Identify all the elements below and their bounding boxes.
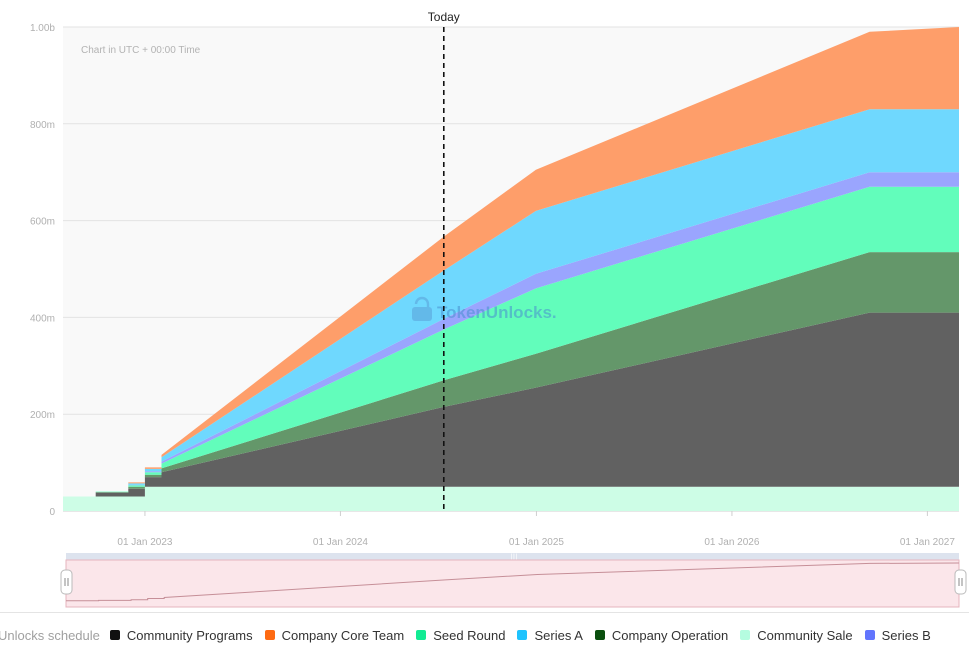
x-axis: 01 Jan 2023 01 Jan 2024 01 Jan 2025 01 Jan … <box>117 511 955 548</box>
navigator-selection[interactable] <box>65 559 960 608</box>
legend-item-community-sale[interactable]: Community Sale <box>740 627 853 643</box>
stacked-areas[interactable] <box>63 27 959 511</box>
legend-item-series-b[interactable]: Series B <box>864 627 931 643</box>
area-seed-round[interactable] <box>63 186 959 497</box>
legend-label: Company Core Team <box>281 627 405 643</box>
legend-label: Series A <box>534 627 583 643</box>
legend-swatch <box>109 630 120 640</box>
x-tick-label: 01 Jan 2024 <box>313 537 368 548</box>
area-company-operation[interactable] <box>63 252 959 497</box>
x-tick-label: 01 Jan 2026 <box>704 537 759 548</box>
legend-title: Unlocks schedule <box>0 627 100 643</box>
legend-item-seed-round[interactable]: Seed Round <box>416 628 505 643</box>
lock-icon <box>412 296 432 321</box>
legend-item-series-a[interactable]: Series A <box>517 627 583 643</box>
legend-item-company-operation[interactable]: Company Operation <box>594 627 729 643</box>
legend-label: Seed Round <box>433 627 506 643</box>
navigator-right-handle[interactable] <box>954 569 967 595</box>
legend-swatch <box>864 630 875 640</box>
area-community-sale[interactable] <box>63 486 959 511</box>
y-tick-label: 0 <box>49 507 55 518</box>
watermark-text: TokenUnlocks. <box>437 303 557 322</box>
legend-label: Community Sale <box>757 627 853 643</box>
legend-item-community-programs[interactable]: Community Programs <box>109 627 253 643</box>
x-tick-label: 01 Jan 2023 <box>117 537 172 548</box>
legend-item-company-core-team[interactable]: Company Core Team <box>264 627 405 643</box>
navigator-left-handle[interactable] <box>60 569 73 595</box>
y-tick-label: 800m <box>30 120 55 131</box>
x-tick-label: 01 Jan 2025 <box>509 537 564 548</box>
y-tick-label: 600m <box>30 217 55 228</box>
chart-note: Chart in UTC + 00:00 Time <box>81 45 201 56</box>
area-community-programs[interactable] <box>63 312 959 497</box>
legend-swatch <box>594 630 605 640</box>
range-navigator[interactable]: ||| <box>60 553 967 608</box>
y-tick-label: 400m <box>30 313 55 324</box>
watermark: TokenUnlocks. <box>412 296 557 322</box>
legend-label: Community Programs <box>126 627 253 643</box>
y-axis: 0 200m 400m 600m 800m 1.00b <box>30 23 55 518</box>
navigator-top-bar[interactable] <box>66 553 959 560</box>
y-tick-label: 200m <box>30 410 55 421</box>
legend-label: Company Operation <box>611 627 729 643</box>
legend: Unlocks schedule Community Programs Compa… <box>0 612 969 657</box>
navigator-series-line <box>66 562 960 602</box>
x-tick-label: 01 Jan 2027 <box>900 537 955 548</box>
legend-swatch <box>416 630 427 640</box>
today-label: Today <box>428 10 460 24</box>
legend-swatch <box>517 630 528 640</box>
area-series-a[interactable] <box>63 109 959 497</box>
legend-swatch <box>264 630 275 640</box>
area-company-core-team[interactable] <box>63 27 959 497</box>
legend-swatch <box>740 630 751 640</box>
navigator-grip-icon[interactable]: ||| <box>510 553 517 561</box>
y-tick-label: 1.00b <box>30 23 55 34</box>
legend-label: Series B <box>881 627 931 643</box>
